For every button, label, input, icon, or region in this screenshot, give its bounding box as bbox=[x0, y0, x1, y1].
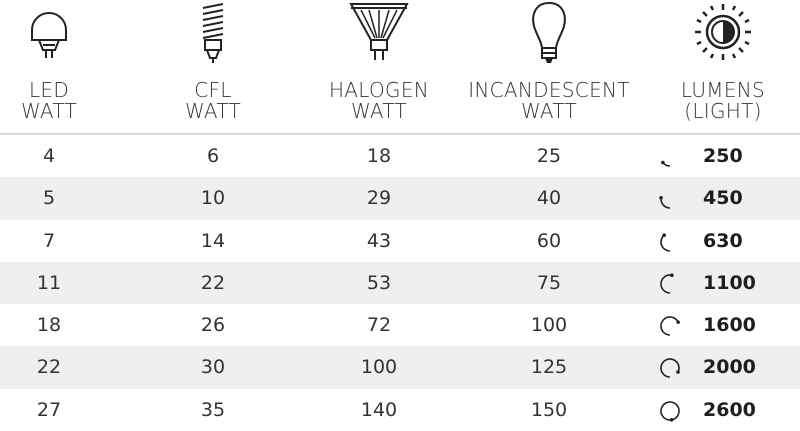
brightness-arc-icon bbox=[660, 232, 671, 252]
lumens-value: 1100 bbox=[703, 271, 756, 294]
brightness-arc-icon bbox=[659, 196, 671, 210]
brightness-arc-icon bbox=[660, 316, 680, 336]
cell-incandescent: 25 bbox=[536, 145, 562, 167]
table-body: 4 6 18 25 250 5 10 29 40 450 7 14 43 60 630 11 22 53 75 110… bbox=[0, 135, 800, 431]
cell-cfl: 35 bbox=[200, 398, 226, 421]
lumens-value: 630 bbox=[703, 229, 743, 252]
column-cfl-label-1: CFL bbox=[194, 78, 232, 102]
column-cfl: CFL WATT bbox=[163, 0, 263, 134]
cell-lumens: 630 bbox=[655, 220, 795, 262]
brightness-arc bbox=[660, 316, 679, 336]
brightness-arc-tip bbox=[662, 232, 666, 237]
lumens-value: 450 bbox=[703, 187, 743, 210]
halogen-bulb-icon bbox=[349, 3, 409, 60]
cell-halogen: 29 bbox=[366, 187, 392, 210]
column-lumens: LUMENS (LIGHT) bbox=[668, 0, 778, 134]
brightness-arc bbox=[660, 274, 673, 294]
cell-cfl: 6 bbox=[206, 145, 220, 167]
lumens-value: 2600 bbox=[703, 398, 756, 421]
cell-incandescent: 125 bbox=[530, 356, 568, 379]
column-lumens-label-2: (LIGHT) bbox=[684, 99, 762, 123]
cell-led: 5 bbox=[42, 187, 56, 210]
cell-led: 11 bbox=[36, 271, 62, 294]
cell-led: 27 bbox=[36, 398, 62, 421]
cell-lumens: 2000 bbox=[655, 346, 795, 388]
brightness-arc bbox=[660, 234, 671, 252]
cell-incandescent: 150 bbox=[530, 398, 568, 421]
cell-halogen: 140 bbox=[360, 398, 398, 421]
table-row: 18 26 72 100 1600 bbox=[0, 304, 800, 346]
column-led: LED WATT bbox=[0, 0, 98, 134]
header-divider bbox=[0, 133, 800, 135]
lumens-value: 250 bbox=[703, 145, 743, 167]
cell-halogen: 43 bbox=[366, 229, 392, 252]
incandescent-bulb-icon bbox=[532, 1, 566, 63]
brightness-arc-icon bbox=[660, 358, 680, 379]
column-incandescent: INCANDESCENT WATT bbox=[462, 0, 636, 134]
table-row: 11 22 53 75 1100 bbox=[0, 261, 800, 305]
brightness-arc-tip bbox=[661, 160, 665, 165]
cell-led: 7 bbox=[42, 229, 56, 252]
table-row: 4 6 18 25 250 bbox=[0, 135, 800, 177]
cell-incandescent: 40 bbox=[536, 187, 562, 210]
brightness-arc-tip bbox=[676, 320, 680, 325]
cell-lumens: 250 bbox=[655, 135, 795, 177]
brightness-arc-tip bbox=[669, 417, 674, 422]
table-row: 22 30 100 125 2000 bbox=[0, 346, 800, 389]
brightness-arc-icon bbox=[661, 160, 671, 167]
cell-cfl: 10 bbox=[200, 187, 226, 210]
table-row: 5 10 29 40 450 bbox=[0, 177, 800, 220]
cell-halogen: 100 bbox=[360, 356, 398, 379]
column-halogen-label-2: WATT bbox=[350, 99, 408, 123]
column-incandescent-label-1: INCANDESCENT bbox=[468, 78, 630, 102]
cell-cfl: 14 bbox=[200, 229, 226, 252]
lumens-value: 1600 bbox=[703, 314, 756, 337]
cell-lumens: 1600 bbox=[655, 304, 795, 346]
cell-led: 4 bbox=[42, 145, 56, 167]
column-halogen: HALOGEN WATT bbox=[319, 0, 439, 134]
sun-brightness-icon bbox=[695, 4, 751, 60]
brightness-arc-tip bbox=[676, 370, 680, 375]
cfl-bulb-icon bbox=[202, 3, 224, 63]
cell-halogen: 18 bbox=[366, 145, 392, 167]
table-row: 27 35 140 150 2600 bbox=[0, 389, 800, 431]
brightness-arc-tip bbox=[659, 196, 663, 200]
cell-halogen: 53 bbox=[366, 271, 392, 294]
column-cfl-label-2: WATT bbox=[184, 99, 242, 123]
column-incandescent-label-2: WATT bbox=[520, 99, 578, 123]
cell-incandescent: 60 bbox=[536, 229, 562, 252]
table-header: LED WATT CFL WATT bbox=[0, 0, 800, 134]
cell-lumens: 450 bbox=[655, 177, 795, 219]
cell-lumens: 2600 bbox=[655, 389, 795, 431]
lumens-value: 2000 bbox=[703, 356, 756, 379]
brightness-arc bbox=[660, 197, 671, 210]
cell-cfl: 22 bbox=[200, 271, 226, 294]
cell-incandescent: 100 bbox=[530, 314, 568, 337]
cell-lumens: 1100 bbox=[655, 262, 795, 304]
cell-halogen: 72 bbox=[366, 314, 392, 337]
column-halogen-label-1: HALOGEN bbox=[328, 78, 430, 102]
brightness-arc-icon bbox=[660, 273, 674, 294]
table-row: 7 14 43 60 630 bbox=[0, 220, 800, 262]
cell-cfl: 30 bbox=[200, 356, 226, 379]
column-led-label-2: WATT bbox=[20, 99, 78, 123]
cell-led: 22 bbox=[36, 356, 62, 379]
brightness-arc-tip bbox=[670, 273, 674, 277]
led-bulb-icon bbox=[31, 12, 67, 58]
cell-incandescent: 75 bbox=[536, 271, 562, 294]
column-led-label-1: LED bbox=[28, 78, 70, 102]
brightness-arc bbox=[660, 358, 680, 379]
brightness-arc-icon bbox=[660, 401, 680, 422]
column-lumens-label-1: LUMENS bbox=[680, 78, 766, 102]
cell-cfl: 26 bbox=[200, 314, 226, 337]
cell-led: 18 bbox=[36, 314, 62, 337]
brightness-arc bbox=[660, 401, 680, 421]
